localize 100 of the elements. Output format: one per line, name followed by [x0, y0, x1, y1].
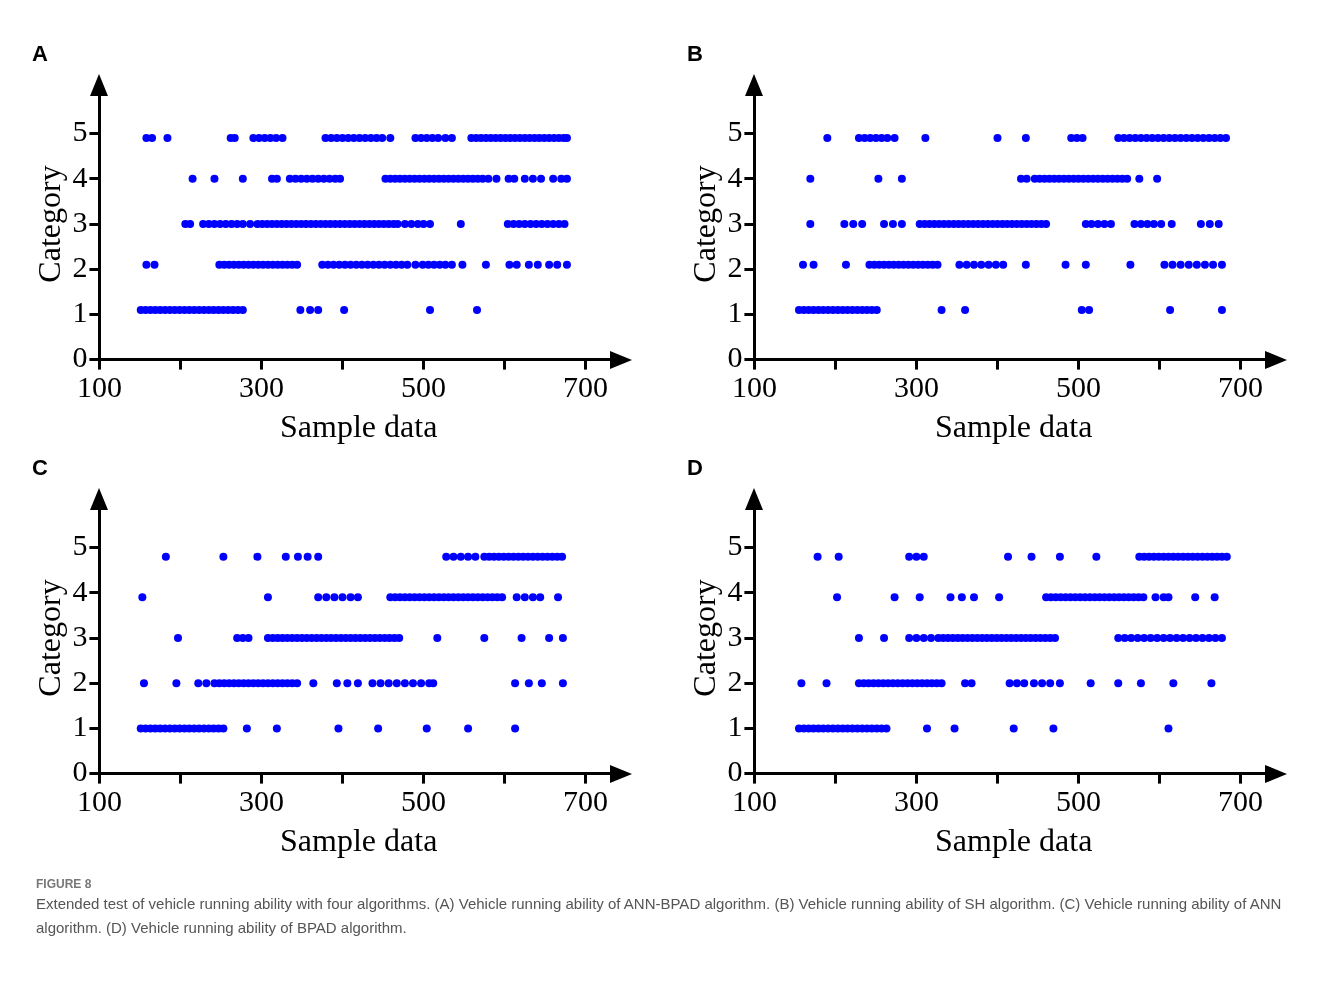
y-axis-title: Category — [685, 165, 722, 283]
point — [545, 260, 554, 269]
point — [498, 593, 507, 602]
point — [520, 593, 529, 602]
point — [1151, 593, 1160, 602]
point — [210, 174, 219, 183]
point — [505, 260, 514, 269]
point — [524, 679, 533, 688]
point — [919, 552, 928, 561]
point — [1021, 134, 1030, 143]
point — [1135, 174, 1144, 183]
text: Extended test of vehicle running ability with four algorithms. (A) Vehicle running ability of ANN-BPAD algorithm. (B) Vehicle running ability of SH algorithm. (C) Vehicle running ability of ANN algorithm. (D) Vehicle running ability of BPAD algorithm. — [36, 894, 1283, 938]
point — [449, 552, 458, 561]
x-axis-title: Sample data — [280, 408, 438, 445]
point — [1211, 634, 1220, 642]
point — [1021, 260, 1030, 269]
point — [897, 174, 906, 183]
y-tick-label: 1 — [727, 709, 743, 743]
point — [150, 260, 159, 269]
point — [1169, 679, 1178, 688]
chart-title: D — [687, 455, 703, 481]
point — [242, 724, 251, 733]
point — [977, 260, 986, 269]
point — [186, 220, 195, 228]
chart-title: C — [32, 455, 48, 481]
y-tick-label: 3 — [727, 618, 743, 652]
y-tick-label: 3 — [72, 204, 88, 238]
point — [403, 260, 412, 269]
point — [511, 679, 520, 688]
chart-title: B — [687, 41, 703, 67]
point — [970, 593, 978, 602]
x-axis-title: Sample data — [280, 822, 438, 859]
x-axis-title: Sample data — [935, 822, 1093, 859]
point — [797, 679, 806, 688]
x-tick-label: 700 — [563, 370, 609, 404]
point — [422, 724, 431, 733]
point — [961, 305, 970, 314]
point — [1191, 593, 1200, 602]
point — [967, 679, 976, 688]
point — [962, 260, 971, 269]
point — [174, 634, 182, 642]
point — [163, 134, 172, 143]
point — [417, 679, 426, 688]
point — [1046, 679, 1055, 688]
point — [1126, 260, 1135, 269]
point — [322, 593, 331, 602]
y-tick-label: 4 — [72, 573, 88, 607]
point — [1192, 634, 1201, 642]
y-tick-label: 5 — [72, 528, 88, 562]
point — [426, 220, 435, 228]
point — [1209, 260, 1218, 269]
x-tick-label: 500 — [401, 370, 447, 404]
point — [142, 260, 151, 269]
point — [933, 260, 942, 269]
point — [558, 552, 567, 561]
point — [553, 260, 562, 269]
point — [1205, 220, 1214, 228]
point — [537, 174, 546, 183]
y-tick-label: 1 — [727, 295, 743, 329]
point — [464, 724, 473, 733]
point — [858, 220, 867, 228]
point — [1087, 220, 1096, 228]
point — [1051, 634, 1060, 642]
point — [1167, 220, 1176, 228]
x-tick-label: 500 — [1056, 370, 1102, 404]
point — [346, 593, 355, 602]
point — [309, 679, 318, 688]
point — [442, 552, 451, 561]
point — [1049, 724, 1058, 733]
y-tick-label: 2 — [72, 664, 88, 698]
point — [281, 552, 290, 561]
point — [139, 679, 148, 688]
point — [253, 552, 262, 561]
point — [1114, 634, 1123, 642]
point — [400, 220, 409, 228]
point — [400, 679, 409, 688]
point — [1130, 220, 1139, 228]
point — [919, 634, 928, 642]
point — [1092, 552, 1101, 561]
point — [995, 593, 1004, 602]
point — [520, 174, 529, 183]
point — [1164, 724, 1173, 733]
point — [278, 134, 287, 143]
point — [338, 593, 347, 602]
point — [1093, 220, 1102, 228]
y-tick-label: 5 — [727, 114, 743, 148]
y-axis-title: Category — [30, 579, 67, 697]
point — [528, 174, 537, 183]
point — [1160, 260, 1169, 269]
point — [890, 593, 899, 602]
point — [293, 552, 302, 561]
point — [263, 593, 272, 602]
point — [473, 305, 482, 314]
point — [336, 174, 345, 183]
point — [1179, 634, 1188, 642]
y-tick-label: 5 — [72, 114, 88, 148]
point — [883, 134, 892, 143]
point — [447, 134, 456, 143]
point — [334, 724, 343, 733]
point — [809, 260, 818, 269]
